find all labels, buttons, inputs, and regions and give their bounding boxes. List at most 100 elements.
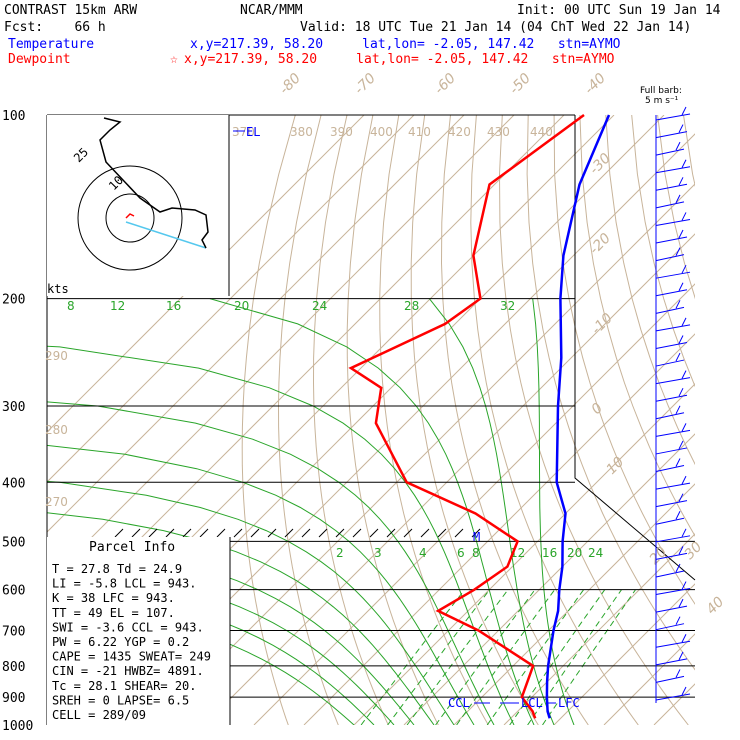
isotherm-line (403, 433, 695, 725)
wind-barb-flag (681, 423, 687, 432)
isotherm-label: -80 (277, 70, 305, 98)
wind-barb (655, 535, 691, 543)
ccl-marker: CCL (448, 696, 470, 710)
isotherm-line (47, 115, 365, 433)
theta-label: 280 (45, 423, 68, 437)
zero-line-tick (233, 528, 243, 538)
wind-barb (655, 482, 691, 490)
moist-adiabat-label: 32 (500, 299, 515, 313)
isotherm-line (203, 233, 695, 725)
dry-adiabat (735, 115, 740, 725)
hodograph-ring-inner (105, 193, 155, 243)
wind-barb (655, 377, 691, 385)
pressure-label-1000: 1000 (2, 719, 33, 734)
wind-barb-flag (678, 335, 684, 344)
wind-barb (655, 306, 685, 314)
isotherm-lines (47, 115, 740, 725)
wind-barb (655, 412, 685, 420)
zero-line-tick (471, 528, 481, 538)
isotherm-line (47, 115, 515, 583)
wind-barb (655, 675, 685, 683)
moist-adiabat-label: 12 (110, 299, 125, 313)
moist-adiabat-label: 16 (166, 299, 181, 313)
hodograph: 25 10 kts (47, 115, 230, 296)
dry-adiabat (346, 115, 439, 725)
wind-barb-flag (678, 493, 684, 502)
wind-barb (655, 658, 688, 666)
parcel-row: LI = -5.8 LCL = 943. (52, 577, 197, 591)
parcel-row: CIN = -21 HWBZ= 4891. (52, 664, 204, 678)
wind-barbs (655, 106, 691, 703)
parcel-row: PW = 6.22 YGP = 0.2 (52, 635, 189, 649)
parcel-info-title: Parcel Info (89, 540, 175, 555)
moist-adiabat-label: 24 (312, 299, 327, 313)
zero-line-tick (403, 528, 413, 538)
isotherm-line (503, 533, 695, 725)
wind-barb-flag (678, 229, 684, 239)
upper-boundary (574, 115, 696, 581)
wind-barb-flag (681, 370, 687, 379)
wind-barb (655, 131, 688, 139)
isotherm-line (704, 115, 740, 725)
dry-adiabat (410, 115, 539, 725)
isotherm-label: 40 (704, 594, 728, 618)
wind-barb-flag (681, 475, 687, 485)
zero-line-tick (182, 528, 192, 538)
wind-barb (655, 500, 688, 508)
isotherm-label: -70 (352, 70, 380, 98)
wind-barb (655, 166, 691, 174)
hodograph-units: kts (47, 282, 69, 296)
zero-line-tick (437, 528, 447, 538)
parcel-row: SREH = 0 LAPSE= 6.5 (52, 693, 189, 707)
wind-barb-flag (675, 352, 681, 362)
wind-barb-flag (678, 598, 684, 608)
init-time: Init: 00 UTC Sun 19 Jan 14 (517, 3, 721, 18)
wind-barb-flag (675, 511, 681, 520)
zero-line-tick (352, 528, 362, 538)
theta-label: 400 (370, 125, 393, 139)
dry-adiabat (553, 115, 695, 605)
pressure-label-200: 200 (2, 293, 25, 308)
mixing-ratio-label: 4 (419, 546, 427, 560)
theta-label: 440 (530, 125, 553, 139)
dry-adiabat (241, 115, 296, 725)
zero-line-tick (216, 528, 226, 538)
isotherm-label: -60 (432, 70, 460, 98)
lcl-marker: LCL (521, 696, 543, 710)
wind-barb-flag (681, 634, 687, 643)
mixing-ratio-label: 6 (457, 546, 465, 560)
isotherm-label: -20 (587, 230, 615, 258)
wind-barb (655, 447, 688, 455)
zero-line-tick (284, 528, 294, 538)
pressure-label-900: 900 (2, 691, 25, 706)
wind-barb (655, 271, 691, 279)
wind-barb (655, 113, 691, 121)
dry-adiabat (709, 115, 740, 725)
parcel-row: T = 27.8 Td = 24.9 (52, 562, 182, 576)
mixing-ratio-label: 3 (374, 546, 382, 560)
parcel-row: CELL = 289/09 (52, 708, 146, 722)
theta-label: 430 (487, 125, 510, 139)
el-marker: EL (246, 125, 260, 139)
isotherm-label: 20 (647, 544, 671, 568)
wind-barb-flag (681, 106, 687, 116)
wind-barb (655, 465, 685, 473)
parcel-row: SWI = -3.6 CCL = 943. (52, 620, 204, 634)
dewpoint-legend: Dewpoint (8, 52, 71, 67)
isotherm-line (47, 115, 465, 533)
dry-adiabat-lines (241, 115, 740, 725)
barb-key-line1: Full barb: (640, 86, 682, 96)
wind-barb-flag (681, 159, 687, 168)
dewpoint-location: x,y=217.39, 58.20 lat,lon= -2.05, 147.42… (184, 52, 615, 67)
dry-adiabat (470, 115, 639, 725)
zero-line-tick (148, 528, 158, 538)
wind-barb (655, 324, 691, 332)
dry-adiabat (277, 115, 339, 725)
mixing-ratio-label: 2 (336, 546, 344, 560)
mixing-ratio-label: 16 (542, 546, 557, 560)
wind-barb-flag (675, 247, 681, 256)
zero-line-tick (369, 528, 379, 538)
hodograph-storm-motion (125, 213, 135, 219)
